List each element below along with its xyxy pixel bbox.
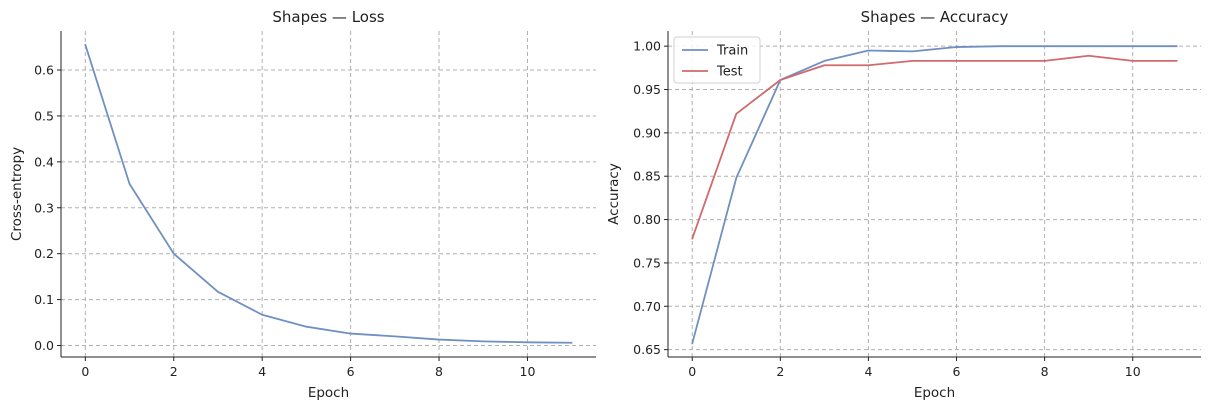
chart-1-x-tick-label-0: 0 — [688, 364, 696, 379]
chart-0-y-tick-label-1: 0.1 — [34, 292, 54, 307]
chart-0-y-tick-label-5: 0.5 — [34, 108, 54, 123]
chart-1-x-axis-label: Epoch — [914, 385, 955, 401]
chart-1-y-tick-label-7: 1.00 — [633, 39, 661, 54]
chart-0-title: Shapes — Loss — [272, 8, 384, 26]
chart-0-x-tick-label-3: 6 — [347, 364, 355, 379]
chart-0-x-tick-label-0: 0 — [81, 364, 89, 379]
chart-0-x-tick-label-4: 8 — [435, 364, 443, 379]
chart-1-series-line-train — [691, 45, 1178, 345]
chart-0-y-tick-label-2: 0.2 — [34, 246, 54, 261]
chart-0-x-axis-label: Epoch — [308, 385, 349, 401]
accuracy-chart: 0 2 4 6 8 10 0.65 0.70 0.75 0.80 0.85 0.90 0.95 1.00 S… — [606, 8, 1201, 401]
chart-0-x-tick-label-2: 4 — [258, 364, 266, 379]
chart-1-y-tick-label-0: 0.65 — [633, 342, 661, 357]
chart-1-legend-label-test: Test — [716, 65, 743, 80]
chart-1-y-tick-label-5: 0.90 — [633, 125, 661, 140]
chart-1-y-tick-label-1: 0.70 — [633, 299, 661, 314]
chart-0-y-tick-label-4: 0.4 — [34, 154, 54, 169]
chart-1-x-tick-label-2: 4 — [864, 364, 872, 379]
chart-1-x-tick-label-3: 6 — [953, 364, 961, 379]
chart-1-y-tick-label-6: 0.95 — [633, 82, 661, 97]
chart-1-legend: Train Test — [673, 36, 761, 84]
chart-0-series-line-0 — [84, 43, 573, 344]
chart-0-y-tick-label-6: 0.6 — [34, 63, 54, 78]
chart-1-y-tick-label-2: 0.75 — [633, 255, 661, 270]
chart-1-series-line-test — [691, 54, 1178, 240]
chart-1-y-tick-label-4: 0.85 — [633, 169, 661, 184]
loss-chart: 0 2 4 6 8 10 0.0 0.1 0.2 0.3 0.4 0.5 0.6 Shapes — Los… — [9, 8, 596, 401]
chart-0-y-tick-label-3: 0.3 — [34, 200, 54, 215]
chart-0-x-tick-label-5: 10 — [520, 364, 536, 379]
chart-1-y-tick-label-3: 0.80 — [633, 212, 661, 227]
chart-1-x-tick-label-5: 10 — [1125, 364, 1141, 379]
chart-1-title: Shapes — Accuracy — [861, 8, 1009, 26]
chart-1-x-tick-label-1: 2 — [776, 364, 784, 379]
chart-1-x-tick-label-4: 8 — [1041, 364, 1049, 379]
chart-0-y-tick-label-0: 0.0 — [34, 338, 54, 353]
chart-1-y-axis-label: Accuracy — [606, 163, 622, 225]
chart-1-legend-label-train: Train — [716, 44, 748, 59]
chart-0-x-tick-label-1: 2 — [170, 364, 178, 379]
chart-0-y-axis-label: Cross-entropy — [9, 147, 25, 241]
